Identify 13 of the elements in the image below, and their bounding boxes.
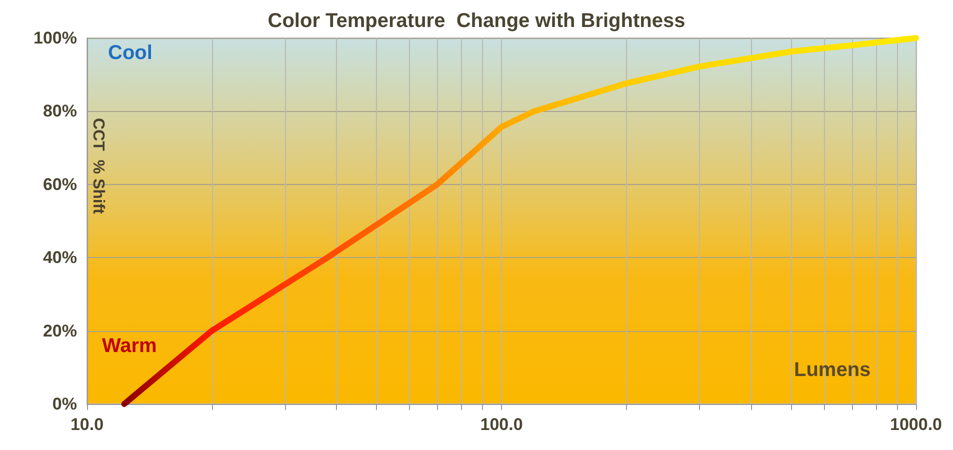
y-tick-label: 0% — [52, 394, 77, 414]
y-tick-label: 40% — [42, 248, 77, 268]
y-axis-title: CCT % Shift — [90, 118, 106, 215]
y-tick-label: 100% — [34, 28, 77, 48]
y-tick-label: 20% — [42, 321, 77, 340]
y-tick-label: 80% — [42, 102, 77, 121]
annotation: Warm — [102, 335, 157, 357]
x-tick-label: 1000.0 — [890, 415, 942, 434]
annotation: Cool — [108, 42, 152, 64]
y-tick-label: 60% — [42, 174, 77, 194]
x-tick-label: 100.0 — [480, 415, 523, 434]
chart-title: Color Temperature Change with Brightness — [268, 10, 686, 32]
x-tick-label: 10.0 — [70, 415, 104, 434]
